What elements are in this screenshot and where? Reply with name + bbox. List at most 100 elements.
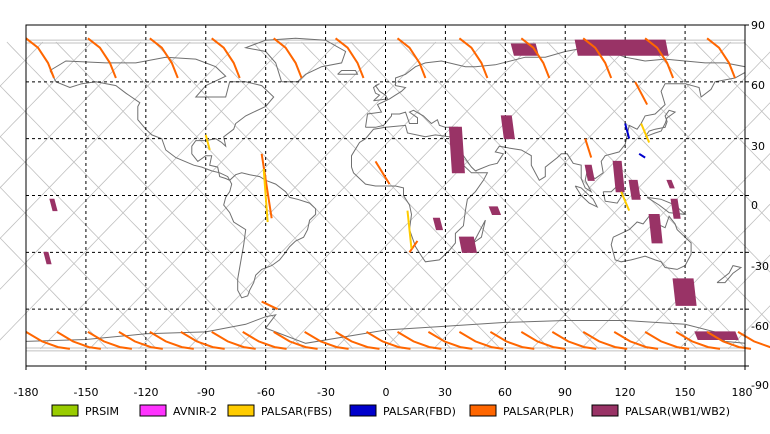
plr-swath <box>520 331 566 350</box>
orbit-track <box>0 41 93 138</box>
plr-swath <box>211 37 241 79</box>
coastline <box>243 37 347 83</box>
graticule <box>25 24 749 370</box>
lon-tick-label: -90 <box>197 386 215 399</box>
legend-item: PALSAR(WB1/WB2) <box>591 404 730 418</box>
plr-swath <box>180 331 225 350</box>
legend-swatch-avnir <box>139 404 167 417</box>
plr-swath <box>458 331 504 350</box>
plr-swath <box>644 37 675 79</box>
lon-tick-label: 150 <box>675 386 696 399</box>
legend-item: AVNIR-2 <box>139 404 217 418</box>
plr-swath <box>149 331 194 350</box>
plr-swath <box>706 37 736 79</box>
orbit-track <box>0 237 108 350</box>
plr-swath <box>489 331 535 350</box>
plr-swath <box>520 37 551 79</box>
coastline <box>337 70 359 75</box>
wb-swath <box>432 217 444 231</box>
fbs-swath <box>620 191 631 212</box>
plr-swath <box>273 331 318 350</box>
plr-swath <box>582 331 628 350</box>
legend-label: PRSIM <box>85 405 119 418</box>
coastline <box>351 124 489 263</box>
lat-tick-label: 60 <box>751 79 765 92</box>
legend-label: PALSAR(FBD) <box>383 405 456 418</box>
fbs-swath <box>262 168 269 223</box>
fbs-swath <box>204 134 211 151</box>
plr-swath <box>427 331 473 350</box>
coastline <box>49 56 275 182</box>
plr-swath <box>458 37 489 79</box>
plr-swath <box>87 331 133 350</box>
lon-tick-label: 60 <box>498 386 512 399</box>
wb-swath <box>43 251 52 265</box>
lon-tick-label: -150 <box>74 386 99 399</box>
coastline <box>716 265 743 284</box>
orbit-track <box>547 41 770 273</box>
legend-item: PALSAR(PLR) <box>469 404 574 418</box>
coastline <box>602 183 624 204</box>
orbit-track <box>138 41 437 350</box>
orbit-track <box>0 135 206 350</box>
plr-swath <box>273 37 303 79</box>
wb-swath <box>648 213 663 244</box>
lat-tick-label: 30 <box>751 140 765 153</box>
orbit-track <box>645 41 770 172</box>
coastline <box>365 47 746 194</box>
plr-swath <box>408 240 419 253</box>
plr-swath <box>56 331 102 350</box>
plr-swath <box>644 331 690 350</box>
plr-swath <box>304 331 349 350</box>
orbit-track <box>6 41 305 350</box>
plr-swath <box>25 331 71 350</box>
plr-swath <box>334 37 365 79</box>
legend: PRSIM AVNIR-2 PALSAR(FBS) PALSAR(FBD) PA… <box>51 404 730 418</box>
plr-swath <box>582 37 613 79</box>
coastline <box>25 314 746 344</box>
lat-tick-label: 0 <box>751 199 758 212</box>
plr-swath <box>25 37 55 79</box>
plr-swath <box>261 300 279 311</box>
lon-tick-label: 30 <box>438 386 452 399</box>
wb-swath <box>458 236 477 253</box>
coastlines <box>25 37 746 344</box>
plr-swath <box>211 331 256 350</box>
legend-swatch-prism <box>51 404 79 417</box>
plr-swath <box>242 331 287 350</box>
lon-tick-label: 0 <box>383 386 390 399</box>
wb-swath <box>672 278 697 306</box>
plr-swath <box>634 81 649 106</box>
legend-label: AVNIR-2 <box>173 405 217 418</box>
wb-swath <box>584 164 595 181</box>
orbit-track <box>187 41 486 350</box>
fbd-swath <box>638 152 646 159</box>
orbit-track <box>433 41 731 350</box>
legend-item: PALSAR(FBS) <box>227 404 332 418</box>
lon-tick-label: -60 <box>257 386 275 399</box>
lon-tick-label: -120 <box>134 386 159 399</box>
lat-tick-label: -90 <box>751 379 769 392</box>
orbit-track <box>678 254 770 350</box>
orbit-track <box>350 41 649 350</box>
lat-tick-label: -60 <box>751 320 769 333</box>
orbit-track <box>0 41 142 189</box>
wb-swath <box>448 126 465 174</box>
plr-swath <box>335 331 380 350</box>
plr-swath <box>149 37 179 79</box>
plr-swath <box>118 331 163 350</box>
wb-swath <box>488 206 502 215</box>
lat-tick-label: 90 <box>751 19 765 32</box>
wb-swath <box>612 160 625 193</box>
legend-swatch-wb <box>591 404 619 417</box>
coastline <box>372 83 389 102</box>
wb-swath <box>500 115 515 140</box>
plr-swath <box>675 331 721 350</box>
lat-tick-label: -30 <box>751 260 769 273</box>
orbit-track <box>0 41 240 290</box>
lon-tick-label: 120 <box>615 386 636 399</box>
plr-swath <box>365 331 411 350</box>
orbit-track <box>104 41 403 350</box>
